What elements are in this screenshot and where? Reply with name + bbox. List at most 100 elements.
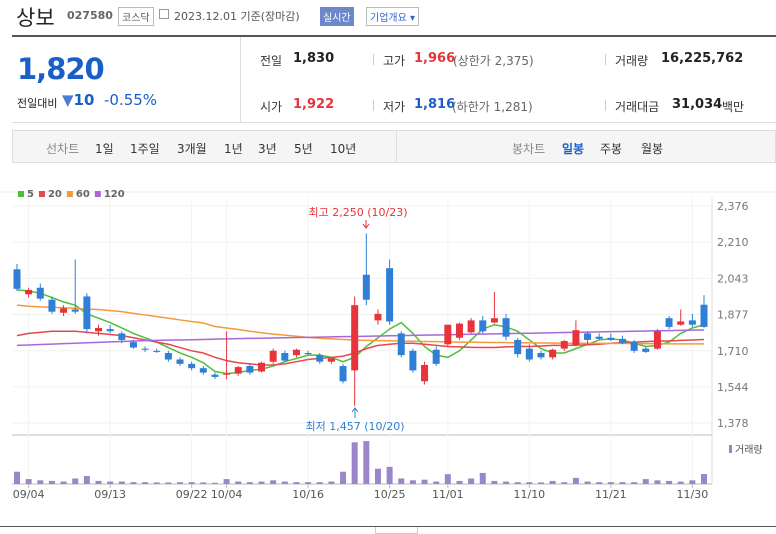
tab[interactable]: 1일 — [95, 142, 114, 156]
x-tick-label: 09/22 — [176, 488, 208, 501]
legend-swatch — [38, 191, 45, 197]
candle-body — [269, 350, 277, 362]
tab[interactable]: 5년 — [294, 142, 313, 156]
volume-bar — [246, 482, 253, 484]
y-tick-label: 2,210 — [717, 236, 749, 249]
volume-bar — [479, 472, 486, 484]
volume-bar — [37, 480, 44, 484]
x-tick-label: 10/16 — [292, 488, 324, 501]
candle-body — [386, 268, 394, 322]
date: 2023.12.01 기준(장마감) — [174, 10, 300, 23]
candle-body — [153, 350, 161, 352]
stat-label: 전일 — [260, 54, 283, 68]
x-tick-label: 10/25 — [374, 488, 406, 501]
candle-body — [584, 333, 592, 340]
volume-bar — [386, 466, 393, 484]
candle-body — [677, 321, 685, 325]
volume-bar — [130, 482, 137, 484]
stat-label: 저가 — [383, 100, 406, 114]
y-tick-label: 2,376 — [717, 200, 749, 213]
x-tick-label: 09/13 — [94, 488, 126, 501]
volume-bar — [270, 480, 277, 484]
candle-body — [537, 352, 545, 358]
candle-body — [444, 324, 452, 345]
bottom-rule — [0, 526, 776, 527]
volume-bar — [654, 480, 661, 484]
volume-bar — [211, 482, 218, 484]
candle-body — [421, 364, 429, 382]
tab[interactable]: 1년 — [224, 142, 243, 156]
y-tick-label: 2,043 — [717, 272, 749, 285]
company-info-button[interactable]: 기업개요 ▾ — [366, 7, 420, 26]
volume-bar — [433, 481, 440, 484]
x-tick-label: 11/21 — [595, 488, 627, 501]
stat-note: (상한가 2,375) — [453, 54, 534, 68]
volume-bar — [514, 482, 521, 484]
candle-body — [525, 348, 533, 360]
candle-body — [688, 320, 696, 325]
volume-bar — [444, 474, 451, 484]
volume-bar — [316, 482, 323, 484]
candle-body — [479, 320, 487, 332]
tab[interactable]: 3년 — [258, 142, 277, 156]
stock-code: 027580 — [67, 9, 113, 22]
candle-body — [467, 320, 475, 333]
tab[interactable]: 3개월 — [177, 142, 207, 156]
volume-bar — [631, 482, 638, 484]
change: ▼10 — [62, 91, 94, 109]
volume-bar — [200, 482, 207, 484]
candle-body — [653, 331, 661, 349]
volume-bar — [281, 481, 288, 484]
volume-bar — [188, 482, 195, 484]
candle-body — [246, 366, 254, 373]
candle-body — [13, 269, 21, 289]
candle-body — [397, 333, 405, 356]
tab[interactable]: 1주일 — [130, 142, 160, 156]
candle-body — [199, 368, 207, 373]
candle-body — [642, 348, 650, 352]
stat-label: 시가 — [260, 100, 283, 114]
y-tick-label: 1,544 — [717, 381, 749, 394]
candle-body — [25, 289, 33, 295]
chart: 2,376 2,210 2,043 1,877 1,710 1,544 1,378 09/04… — [0, 189, 776, 501]
candle-body — [316, 355, 324, 362]
company-info: 기업개요 — [370, 13, 407, 24]
tab[interactable]: 월봉 — [641, 142, 664, 156]
candle-body — [362, 274, 370, 300]
x-tick-label: 11/30 — [677, 488, 709, 501]
volume-bar — [48, 480, 55, 484]
candle-body — [560, 341, 568, 349]
candle-body — [327, 358, 335, 362]
realtime-button[interactable]: 실시간 — [320, 7, 354, 26]
candle-body — [607, 337, 615, 340]
x-tick-label: 10/04 — [211, 488, 243, 501]
candle-body — [572, 330, 580, 346]
x-tick-label: 11/01 — [432, 488, 464, 501]
volume-bar — [340, 471, 347, 484]
tab[interactable]: 10년 — [330, 142, 357, 156]
volume-bar — [153, 482, 160, 484]
candle-body — [36, 287, 44, 299]
legend-swatch — [94, 191, 101, 197]
candle-body — [258, 362, 266, 372]
stat-value: 1,922 — [293, 97, 335, 112]
volume-bar — [374, 468, 381, 484]
tab-group-label: 봉차트 — [512, 142, 546, 156]
tab[interactable]: 일봉 — [562, 142, 585, 156]
candle-body — [164, 352, 172, 360]
stat-unit: 백만 — [722, 100, 745, 114]
candle-body — [351, 305, 359, 371]
annotation: 최저 1,457 (10/20) — [305, 420, 404, 433]
legend-label: 120 — [104, 189, 125, 200]
volume-bar — [72, 478, 79, 484]
volume-bar — [456, 480, 463, 484]
volume-bar — [118, 481, 125, 484]
separator — [605, 100, 606, 111]
stat-value: 1,816 — [414, 97, 456, 112]
change-pct: -0.55% — [104, 91, 158, 109]
volume-bar — [258, 481, 265, 484]
candle-body — [700, 304, 708, 327]
volume-bar — [491, 480, 498, 484]
volume-bar — [398, 478, 405, 484]
tab[interactable]: 주봉 — [600, 142, 623, 156]
